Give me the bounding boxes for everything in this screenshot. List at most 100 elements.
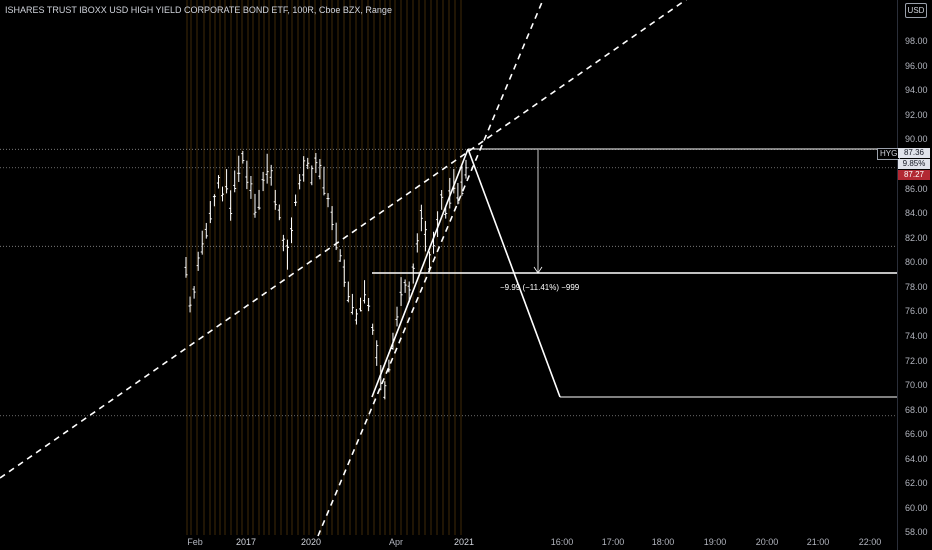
session-shade — [274, 0, 276, 535]
session-shade — [252, 0, 254, 535]
price-bar — [200, 230, 204, 255]
price-axis-tick: 74.00 — [905, 330, 928, 341]
session-shade — [424, 0, 426, 535]
price-axis-tick: 58.00 — [905, 527, 928, 538]
price-axis-tick: 80.00 — [905, 257, 928, 268]
price-axis-tick: 68.00 — [905, 404, 928, 415]
change-percent-label: 9.85% — [898, 159, 930, 169]
session-shade — [389, 0, 391, 535]
session-shade — [379, 0, 381, 535]
time-axis-tick: 19:00 — [703, 537, 727, 547]
price-bar — [204, 222, 208, 239]
session-shade — [448, 0, 450, 535]
price-bar — [225, 169, 229, 194]
session-shade — [355, 0, 357, 535]
session-shade — [258, 0, 260, 535]
price-axis-tick: 82.00 — [905, 232, 928, 243]
price-bar — [298, 174, 302, 190]
price-bar — [245, 160, 249, 190]
price-bar — [371, 323, 375, 335]
price-bar — [419, 204, 423, 232]
price-bar — [184, 257, 188, 278]
last-price-label: 87.36 — [898, 148, 930, 158]
price-bar — [375, 340, 379, 366]
price-bar — [358, 297, 362, 312]
price-bar — [403, 279, 407, 293]
session-shade — [230, 0, 232, 535]
drawing-tools[interactable] — [0, 0, 897, 537]
price-bar — [460, 166, 464, 196]
session-shade — [241, 0, 243, 535]
time-axis-tick: Feb — [187, 537, 203, 547]
price-bar — [216, 175, 220, 189]
session-shade — [373, 0, 375, 535]
session-shade — [214, 0, 216, 535]
price-bar — [285, 239, 289, 270]
price-bar — [310, 165, 314, 186]
session-shade — [418, 0, 420, 535]
price-bar — [399, 277, 403, 306]
price-bar — [188, 296, 192, 313]
price-axis-tick: 94.00 — [905, 85, 928, 96]
price-bar — [448, 177, 452, 209]
price-bar — [363, 280, 367, 304]
price-bar — [440, 189, 444, 210]
symbol-tag: HYG — [877, 148, 901, 160]
price-bar — [350, 293, 354, 315]
session-shade — [394, 0, 396, 535]
price-bar — [326, 193, 330, 208]
price-bar — [261, 171, 265, 192]
session-shade — [454, 0, 456, 535]
session-shade — [367, 0, 369, 535]
price-axis-tick: 92.00 — [905, 109, 928, 120]
price-bar — [233, 170, 237, 193]
session-shade — [314, 0, 316, 535]
session-shade — [297, 0, 299, 535]
price-axis-tick: 90.00 — [905, 134, 928, 145]
time-axis-tick: Apr — [388, 537, 404, 547]
time-axis-tick: 2021 — [453, 537, 475, 547]
currency-button[interactable]: USD — [905, 3, 927, 18]
price-bar — [330, 206, 334, 231]
session-shade — [303, 0, 305, 535]
price-axis-divider — [897, 0, 898, 550]
price-bar — [269, 164, 273, 186]
price-bar — [342, 259, 346, 287]
price-bar — [281, 234, 285, 252]
price-bar — [237, 155, 241, 182]
session-shade — [361, 0, 363, 535]
price-axis-tick: 62.00 — [905, 478, 928, 489]
price-axis-tick: 72.00 — [905, 355, 928, 366]
session-shade — [308, 0, 310, 535]
price-bar — [265, 153, 269, 184]
session-shade — [219, 0, 221, 535]
session-shade — [280, 0, 282, 535]
session-shade — [224, 0, 226, 535]
session-shade — [203, 0, 205, 535]
price-bar — [212, 194, 216, 207]
price-bar — [257, 189, 261, 210]
price-bar — [415, 233, 419, 253]
price-bar — [249, 176, 253, 199]
price-axis-tick: 70.00 — [905, 380, 928, 391]
session-shade — [268, 0, 270, 535]
measure-arrow-head — [533, 266, 543, 274]
session-shade — [263, 0, 265, 535]
price-bar — [464, 159, 468, 179]
price-bar — [354, 308, 358, 325]
session-shade — [436, 0, 438, 535]
price-axis-tick: 64.00 — [905, 453, 928, 464]
price-bar — [294, 194, 298, 207]
price-bar — [346, 281, 350, 303]
price-bar — [208, 201, 212, 224]
price-axis-tick: 86.00 — [905, 183, 928, 194]
chart-title: ISHARES TRUST IBOXX USD HIGH YIELD CORPO… — [5, 5, 392, 15]
time-axis-tick: 18:00 — [651, 537, 675, 547]
price-bar — [277, 204, 281, 221]
last-close-label: 87.27 — [898, 170, 930, 180]
trend-line-dashed-steep — [317, 0, 544, 537]
price-bar — [314, 153, 318, 174]
price-bar — [229, 190, 233, 221]
session-shade — [331, 0, 333, 535]
